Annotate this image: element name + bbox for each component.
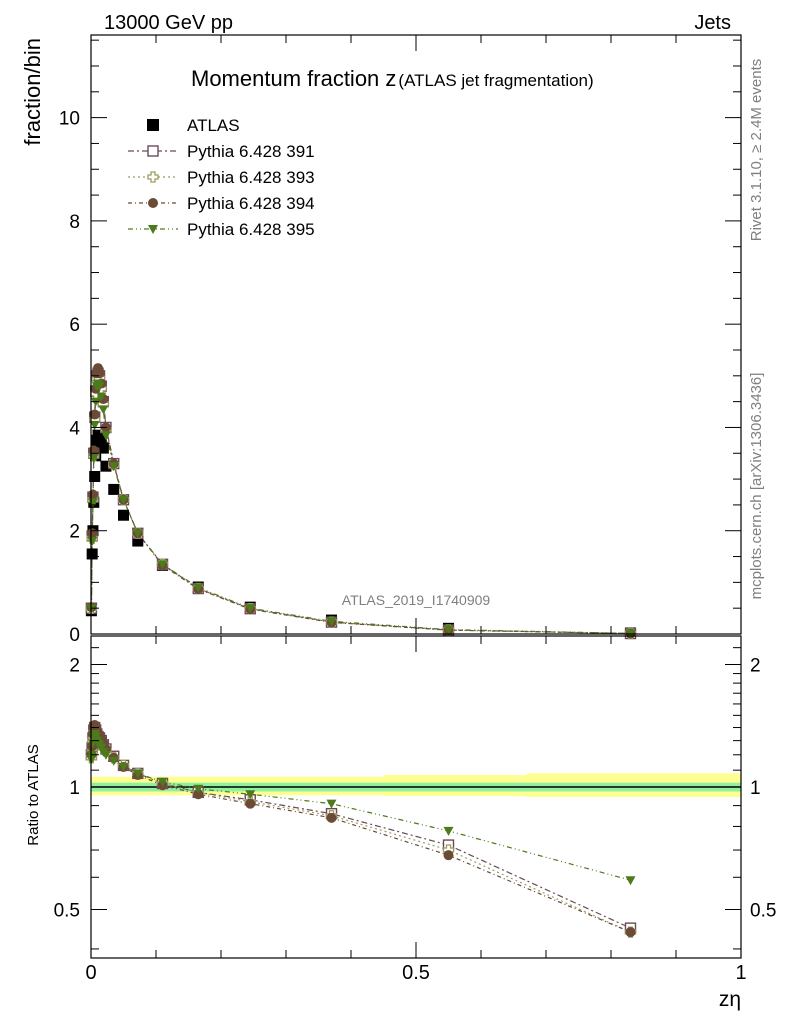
ratio-point-pythia-6-428-395-19 [443, 826, 454, 836]
plot-title-main: Momentum fraction z [191, 66, 396, 91]
point-pythia-6-428-395-11 [100, 431, 111, 441]
rivet-label: Rivet 3.1.10, ≥ 2.4M events [748, 59, 765, 242]
point-pythia-6-428-395-19 [443, 625, 454, 635]
mcplots-label: mcplots.cern.ch [arXiv:1306.3436] [748, 373, 765, 600]
point-pythia-6-428-395-16 [193, 583, 204, 593]
energy-label: 13000 GeV pp [104, 12, 233, 34]
x-axis-label: zη [719, 988, 741, 1011]
main-y-tick-label: 8 [69, 212, 80, 233]
point-atlas-4 [89, 471, 101, 483]
x-tick-label: 1 [735, 962, 746, 984]
ratio-point-pythia-6-428-395-11 [100, 750, 111, 760]
legend-label-pythia-6-428-395: Pythia 6.428 395 [187, 220, 315, 239]
ratio-point-pythia-6-428-395-13 [118, 762, 129, 772]
legend-marker-pythia-6-428-393 [147, 171, 159, 183]
x-tick-label: 0.5 [402, 962, 430, 984]
point-pythia-6-428-395-13 [118, 495, 129, 505]
ratio-data-layer [85, 720, 637, 938]
point-pythia-6-428-395-14 [132, 529, 143, 539]
legend: ATLAS Pythia 6.428 391 Pythia 6.428 393 Pyt… [128, 116, 315, 239]
ratio-y-tick-label: 0.5 [54, 900, 80, 921]
legend-marker-pythia-6-428-394 [148, 198, 158, 208]
point-atlas-13 [118, 509, 129, 521]
ratio-y-tick-label: 2 [69, 656, 80, 677]
legend-label-pythia-6-428-393: Pythia 6.428 393 [187, 168, 315, 187]
ratio-point-pythia-6-428-394-19 [443, 850, 454, 861]
legend-label-atlas: ATLAS [187, 116, 240, 135]
main-y-tick-label: 6 [69, 315, 80, 336]
main-y-tick-label: 0 [69, 625, 80, 646]
ratio-line-pythia-6-428-393 [90, 728, 631, 933]
ratio-line-pythia-6-428-395 [90, 732, 631, 881]
ratio-point-pythia-6-428-395-20 [625, 876, 636, 886]
legend-marker-pythia-6-428-391 [147, 145, 159, 157]
ratio-point-pythia-6-428-395-14 [132, 769, 143, 779]
main-axis-ticks: 0 2 4 6 8 10 [59, 35, 742, 646]
ratio-point-pythia-6-428-394-18 [326, 812, 337, 823]
ratio-y-axis-label: Ratio to ATLAS [25, 744, 42, 845]
ratio-y-tick-label-right: 0.5 [750, 900, 776, 921]
point-atlas-1 [86, 548, 98, 560]
ratio-uncertainty-band [91, 773, 741, 797]
point-atlas-12 [108, 483, 120, 495]
category-label: Jets [694, 12, 731, 34]
ratio-point-pythia-6-428-394-16 [193, 789, 204, 800]
legend-label-pythia-6-428-391: Pythia 6.428 391 [187, 142, 315, 161]
point-pythia-6-428-395-9 [96, 392, 107, 402]
ratio-point-pythia-6-428-395-12 [108, 756, 119, 766]
ratio-y-tick-label-right: 1 [750, 778, 761, 799]
x-tick-label: 0 [85, 962, 96, 984]
point-atlas-11 [100, 460, 112, 472]
ratio-point-pythia-6-428-395-18 [326, 799, 337, 809]
point-pythia-6-428-395-10 [98, 405, 109, 415]
point-pythia-6-428-394-1 [87, 528, 98, 539]
main-y-tick-label: 4 [69, 418, 80, 439]
ratio-point-pythia-6-428-395-16 [193, 784, 204, 794]
ratio-point-pythia-6-428-394-17 [245, 798, 256, 809]
point-pythia-6-428-395-4 [89, 420, 100, 430]
point-atlas-14 [132, 535, 144, 547]
ratio-point-pythia-6-428-394-20 [625, 927, 636, 938]
point-pythia-6-428-395-8 [94, 382, 105, 392]
plot-title: Momentum fraction z (ATLAS jet fragmentat… [191, 66, 594, 91]
main-data-layer [85, 363, 637, 640]
point-pythia-6-428-394-3 [88, 445, 99, 456]
main-y-axis-label: fraction/bin [20, 38, 45, 146]
ratio-point-pythia-6-428-395-15 [157, 777, 168, 787]
ratio-y-tick-label-right: 2 [750, 656, 761, 677]
point-pythia-6-428-394-2 [87, 489, 98, 500]
analysis-id: ATLAS_2019_I1740909 [342, 592, 491, 608]
ratio-y-tick-label: 1 [69, 778, 80, 799]
legend-marker-pythia-6-428-395 [148, 225, 158, 234]
point-pythia-6-428-395-15 [157, 560, 168, 570]
main-y-tick-label: 10 [59, 109, 80, 130]
ratio-point-pythia-6-428-395-17 [245, 790, 256, 800]
legend-label-pythia-6-428-394: Pythia 6.428 394 [187, 194, 315, 213]
point-pythia-6-428-395-12 [108, 462, 119, 472]
point-pythia-6-428-395-18 [326, 617, 337, 627]
plot-title-sub: (ATLAS jet fragmentation) [398, 71, 593, 90]
ratio-axis-ticks: 0.5 0.5 1 1 2 2 0 0.5 1 [54, 636, 776, 984]
ratio-line-pythia-6-428-394 [90, 723, 631, 933]
point-pythia-6-428-394-4 [89, 409, 100, 420]
main-y-tick-label: 2 [69, 522, 80, 543]
ratio-panel-frame [90, 635, 742, 959]
point-pythia-6-428-395-1 [87, 537, 98, 547]
point-atlas-10 [97, 442, 109, 454]
point-pythia-6-428-395-17 [245, 604, 256, 614]
point-pythia-6-428-394-8 [94, 368, 105, 379]
legend-marker-atlas [147, 119, 159, 131]
